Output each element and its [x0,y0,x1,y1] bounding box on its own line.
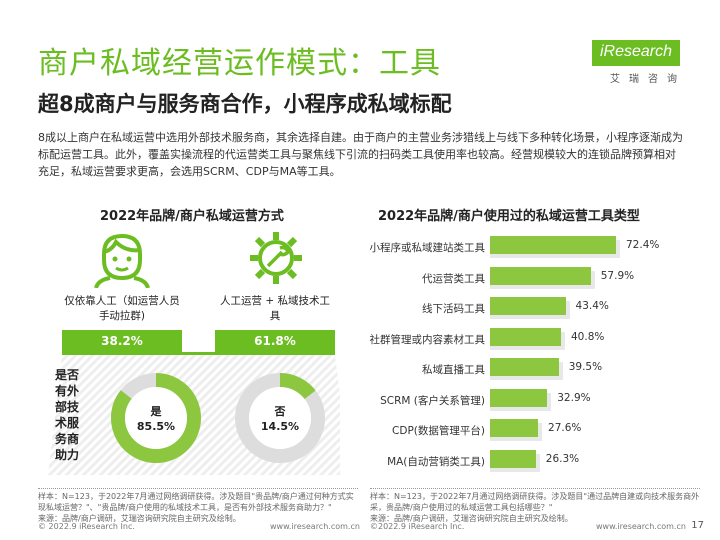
left-website: www.iresearch.com.cn [270,522,360,531]
iresearch-logo: iResearch 艾瑞咨询 [590,40,680,86]
bar-value-label: 72.4% [626,239,660,251]
option-b-value: 61.8% [215,330,335,352]
left-copyright: © 2022.9 iResearch Inc. [38,522,135,531]
bar-row: SCRM (客户关系管理) 32.9% [360,388,680,411]
option-a-value: 38.2% [62,330,182,352]
bar-value-label: 26.3% [545,452,580,465]
right-copyright: ©2022.9 iResearch Inc. [370,522,465,531]
bar-category-label: 私域直播工具 [422,364,485,376]
page-number: 17 [691,520,704,531]
donut-yes-value: 85.5% [136,420,176,433]
right-footnote-divider [370,488,700,489]
bar-value-label: 57.9% [600,269,635,282]
option-b-label: 人工运营 + 私域技术工具 [220,295,330,322]
vertical-question-label: 是否有外部技术服务商助力 [54,368,79,462]
left-panel-title: 2022年品牌/商户私域运营方式 [100,209,284,224]
bar [490,358,559,376]
bar-value-label: 43.4% [575,300,609,312]
bar [490,266,591,285]
bar-category-label: SCRM (客户关系管理) [380,394,485,407]
right-website: www.iresearch.com.cn [596,522,686,531]
bar [490,327,561,346]
person-icon [94,233,150,288]
bar-category-label: MA(自动营销类工具) [387,455,485,468]
bar-category-label: 代运营类工具 [422,272,485,285]
logo-text: iResearch [592,40,680,66]
description: 8成以上商户在私域运营中选用外部技术服务商，其余选择自建。由于商户的主营业务涉猎… [38,131,683,178]
donut-no-value: 14.5% [260,420,300,433]
left-footnote: 样本：N=123，于2022年7月通过网络调研获得。涉及题目"贵品牌/商户通过何… [38,492,354,523]
bar-row: 私域直播工具 39.5% [360,358,680,380]
logo-sub: 艾瑞咨询 [610,74,686,85]
bar [490,449,536,468]
divider-line [62,352,335,355]
option-a-label: 仅依靠人工（如运营人员手动拉群) [64,295,180,322]
left-footnote-divider [38,488,358,489]
bar-row: 小程序或私域建站类工具 72.4% [360,236,680,258]
bar-row: 代运营类工具 57.9% [360,266,680,289]
bar-row: 社群管理或内容素材工具 40.8% [360,327,680,350]
bar [490,388,548,407]
bar-value-label: 39.5% [568,361,603,373]
donut-no-label: 否 [274,405,286,418]
page-title: 商户私域经营运作模式：工具 [38,46,441,81]
bar-category-label: 小程序或私域建站类工具 [369,242,486,254]
bar-value-label: 40.8% [571,330,605,343]
bar-category-label: CDP(数据管理平台) [392,425,485,437]
gear-wrench-icon [250,232,302,284]
bar-value-label: 27.6% [548,422,582,434]
bar-value-label: 32.9% [557,391,591,404]
bar [490,419,539,437]
right-panel-title: 2022年品牌/商户使用过的私域运营工具类型 [378,209,640,224]
bar-category-label: 社群管理或内容素材工具 [369,333,486,346]
bar [490,297,566,315]
right-footnote: 样本：N=123，于2022年7月通过网络调研获得。涉及题目"通过品牌自建或向技… [370,492,700,523]
bar-row: MA(自动营销类工具) 26.3% [360,449,680,472]
bar-category-label: 线下活码工具 [422,303,485,315]
donut-no [235,373,325,463]
bar [490,236,616,254]
donut-yes-label: 是 [150,405,162,418]
page-subtitle: 超8成商户与服务商合作，小程序成私域标配 [38,92,452,116]
bar-row: CDP(数据管理平台) 27.6% [360,419,680,441]
donut-yes [111,373,201,463]
bar-row: 线下活码工具 43.4% [360,297,680,319]
